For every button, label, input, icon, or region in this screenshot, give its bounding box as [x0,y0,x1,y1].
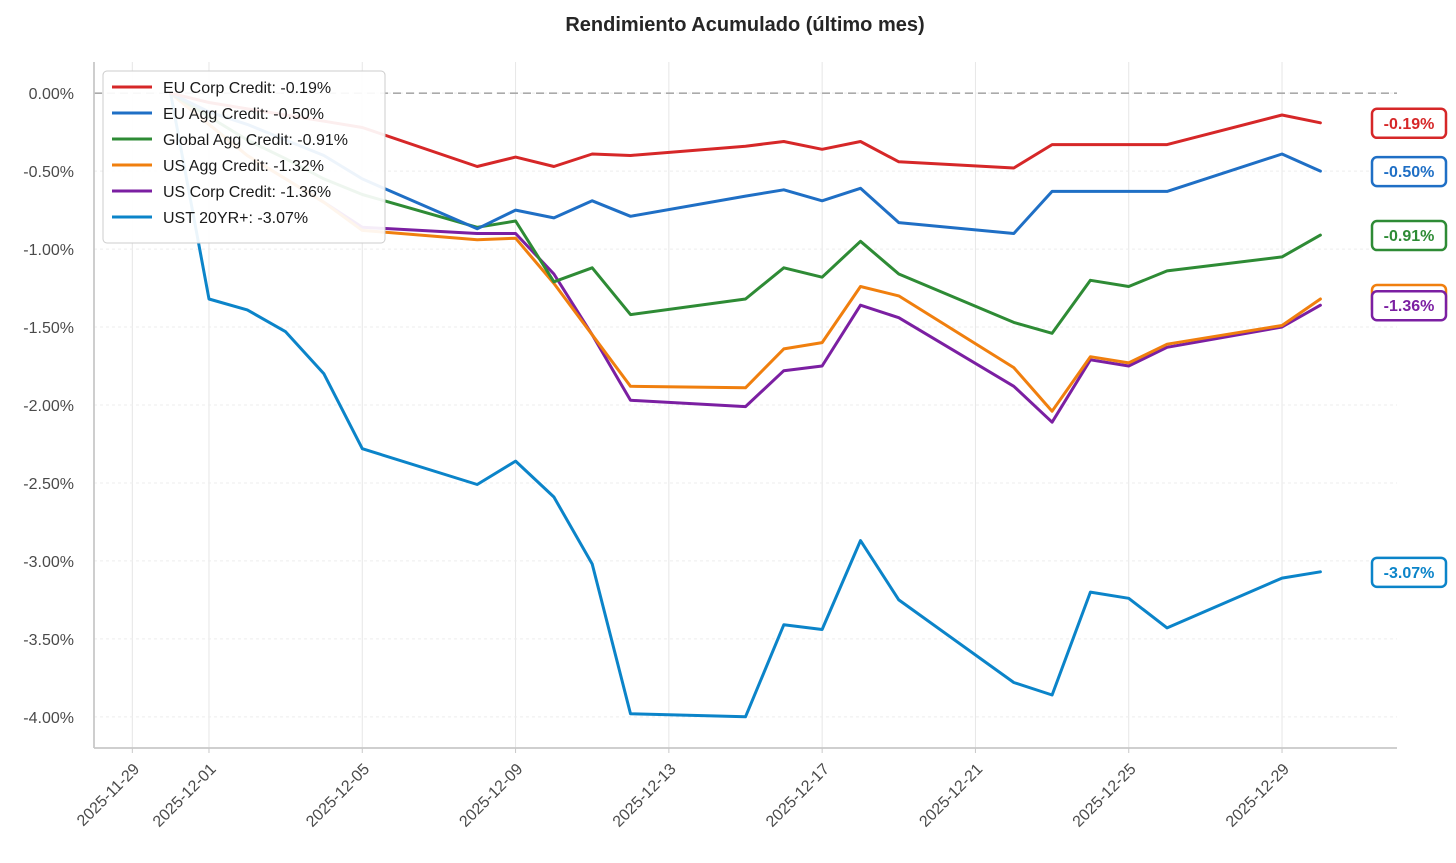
legend-label: UST 20YR+: -3.07% [163,210,308,227]
chart-title: Rendimiento Acumulado (último mes) [565,14,924,36]
y-tick-label: -2.50% [23,476,74,493]
end-label-text: -0.19% [1384,116,1435,133]
end-labels: -0.19%-0.50%-0.91%-1.32%-1.36%-3.07% [1370,107,1448,589]
end-label-4: -1.36% [1370,289,1448,322]
series-line-5 [169,91,1322,719]
end-label-2: -0.91% [1370,219,1448,252]
legend-label: EU Corp Credit: -0.19% [163,80,331,97]
y-tick-label: -1.00% [23,242,74,259]
end-label-text: -1.36% [1384,298,1435,315]
y-tick-label: 0.00% [29,86,74,103]
y-tick-label: -0.50% [23,164,74,181]
legend-label: US Corp Credit: -1.36% [163,184,331,201]
end-label-box [1370,289,1448,322]
end-label-box [1370,107,1448,140]
end-label-text: -3.07% [1384,565,1435,582]
end-label-text: -0.50% [1384,164,1435,181]
end-label-box [1370,556,1448,589]
legend-item-1: EU Agg Credit: -0.50% [112,106,324,123]
end-label-box [1370,155,1448,188]
y-tick-label: -1.50% [23,320,74,337]
legend: EU Corp Credit: -0.19% EU Agg Credit: -0.… [102,70,386,244]
legend-item-3: US Agg Credit: -1.32% [112,158,324,175]
end-label-1: -0.50% [1370,155,1448,188]
y-tick-label: -2.00% [23,398,74,415]
legend-item-0: EU Corp Credit: -0.19% [112,80,331,97]
y-tick-label: -3.50% [23,632,74,649]
end-label-5: -3.07% [1370,556,1448,589]
end-label-text: -0.91% [1384,228,1435,245]
end-label-0: -0.19% [1370,107,1448,140]
y-tick-label: -3.00% [23,554,74,571]
legend-item-5: UST 20YR+: -3.07% [112,210,308,227]
legend-label: EU Agg Credit: -0.50% [163,106,324,123]
end-label-box [1370,219,1448,252]
legend-label: US Agg Credit: -1.32% [163,158,324,175]
y-tick-label: -4.00% [23,710,74,727]
legend-item-2: Global Agg Credit: -0.91% [112,132,348,149]
legend-item-4: US Corp Credit: -1.36% [112,184,331,201]
legend-label: Global Agg Credit: -0.91% [163,132,348,149]
legend-frame [102,70,386,244]
